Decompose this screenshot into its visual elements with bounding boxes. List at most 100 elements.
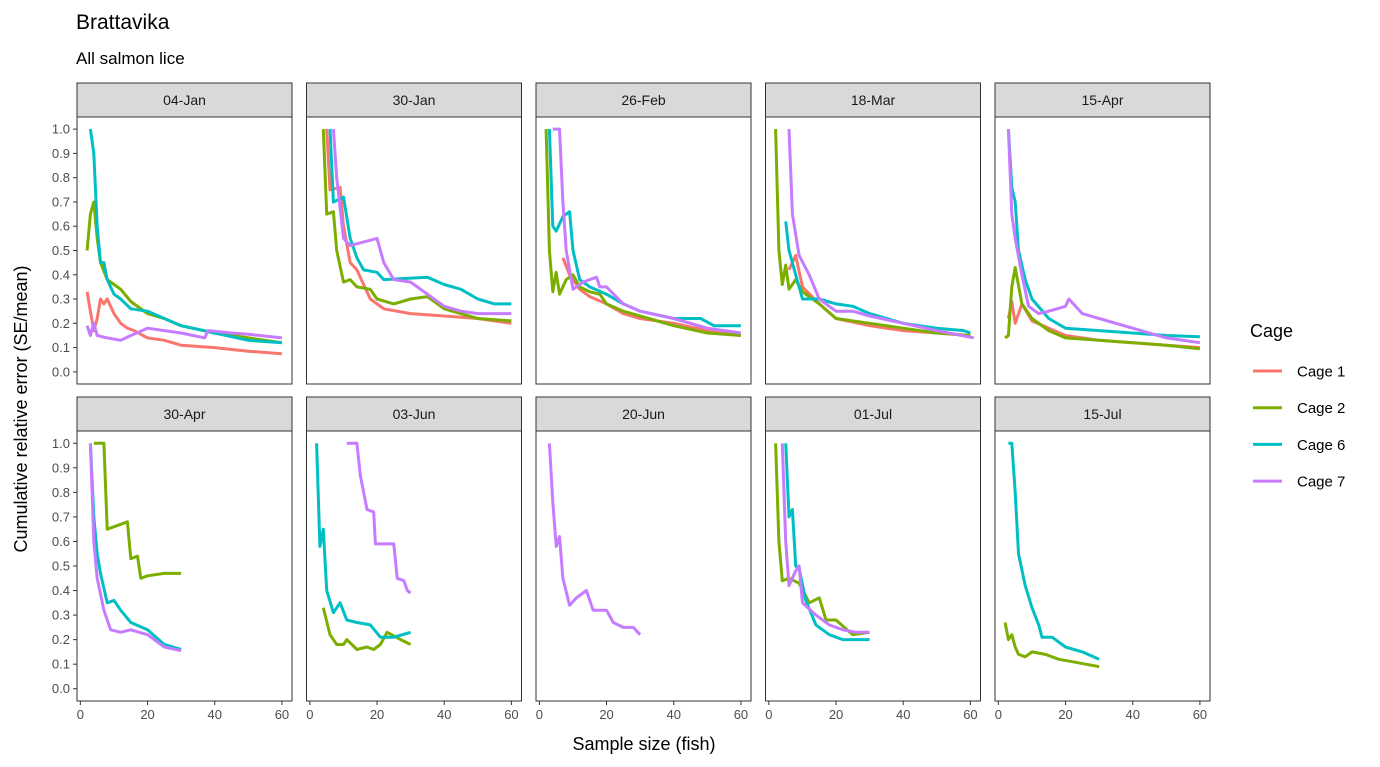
series-line-cage-7 [552, 127, 742, 335]
series-line-cage-6 [88, 128, 283, 345]
series-line-cage-2 [1003, 622, 1100, 669]
facet-strip-label: 26-Feb [621, 92, 666, 108]
x-tick-label: 60 [1193, 707, 1207, 722]
y-tick-label: 0.2 [52, 632, 70, 647]
legend: Cage 1 Cage 2 Cage 6 Cage 7 [1253, 364, 1345, 491]
y-tick-label: 0.4 [52, 583, 70, 598]
legend-label: Cage 1 [1297, 364, 1345, 381]
facet-strip-label: 03-Jun [393, 406, 436, 422]
series-line-cage-7 [85, 321, 283, 342]
x-tick-label: 60 [275, 707, 289, 722]
facet-panel-30-Jan: 30-Jan [306, 82, 522, 385]
facet-strip [76, 82, 293, 118]
legend-label: Cage 2 [1297, 400, 1345, 417]
y-tick-label: 0.3 [52, 608, 70, 623]
facet-panel-03-Jun: 03-Jun 0 20 40 60 [306, 396, 522, 722]
series-line-cage-2 [1004, 266, 1201, 351]
series-line-cage-6 [315, 443, 412, 639]
x-tick-label: 20 [370, 707, 384, 722]
facet-panel-15-Apr: 15-Apr [994, 82, 1211, 385]
x-tick-label: 20 [1058, 707, 1072, 722]
y-tick-label: 1.0 [52, 436, 70, 451]
series-line-cage-7 [547, 443, 642, 636]
panel-background [765, 116, 981, 385]
x-tick-label: 0 [306, 707, 313, 722]
facet-strip-label: 15-Jul [1083, 406, 1121, 422]
facet-strip [994, 82, 1211, 118]
legend-label: Cage 7 [1297, 474, 1345, 491]
series-line-cage-7 [88, 443, 182, 653]
x-tick-label: 40 [667, 707, 681, 722]
series-line-cage-7 [1006, 129, 1201, 345]
series-line-cage-7 [346, 441, 412, 595]
series-line-cage-2 [93, 441, 182, 580]
series-line-cage-6 [784, 443, 870, 642]
series-line-cage-2 [774, 129, 971, 337]
x-tick-label: 0 [765, 707, 772, 722]
chart-subtitle: All salmon lice [76, 49, 185, 68]
facet-strip-label: 04-Jan [163, 92, 206, 108]
facet-panel-04-Jan: 04-Jan 0.0 0.1 0.2 0.3 0.4 0.5 0.6 0.7 0.8 0.9 1.0 [52, 82, 293, 385]
legend-title: Cage [1250, 321, 1293, 341]
x-axis-label: Sample size (fish) [572, 734, 715, 754]
y-tick-label: 0.7 [52, 194, 70, 209]
facet-panel-20-Jun: 20-Jun 0 20 40 60 [535, 396, 752, 722]
y-tick-label: 0.2 [52, 316, 70, 331]
panel-background [76, 430, 293, 702]
facet-strip [535, 396, 752, 432]
x-tick-label: 0 [77, 707, 84, 722]
y-tick-label: 0.6 [52, 219, 70, 234]
panel-background [994, 116, 1211, 385]
panel-background [306, 430, 522, 702]
y-tick-label: 0.1 [52, 657, 70, 672]
chart-title: Brattavika [76, 11, 170, 34]
facet-panel-30-Apr: 30-Apr 0.0 0.1 0.2 0.3 0.4 0.5 0.6 0.7 0.8 0.9 1.0 0… [52, 396, 293, 722]
panel-background [306, 116, 522, 385]
panel-background [535, 116, 752, 385]
x-tick-label: 60 [963, 707, 977, 722]
x-tick-label: 40 [896, 707, 910, 722]
facet-strip [306, 396, 522, 432]
facet-strip [765, 82, 981, 118]
series-line-cage-6 [88, 443, 182, 651]
facet-strip [535, 82, 752, 118]
facet-panel-18-Mar: 18-Mar [765, 82, 981, 385]
facet-panel-15-Jul: 15-Jul 0 20 40 60 [994, 396, 1211, 722]
panel-background [535, 430, 752, 702]
facet-strip-label: 01-Jul [854, 406, 892, 422]
y-tick-label: 0.6 [52, 534, 70, 549]
facet-panel-01-Jul: 01-Jul 0 20 40 60 [765, 396, 981, 722]
y-tick-label: 0.1 [52, 340, 70, 355]
x-tick-label: 0 [995, 707, 1002, 722]
x-tick-label: 60 [734, 707, 748, 722]
y-tick-label: 0.9 [52, 460, 70, 475]
series-line-cage-6 [784, 221, 971, 335]
x-tick-label: 0 [536, 707, 543, 722]
series-line-cage-7 [331, 128, 512, 316]
y-tick-label: 0.0 [52, 364, 70, 379]
x-tick-label: 60 [504, 707, 518, 722]
x-tick-label: 20 [829, 707, 843, 722]
series-line-cage-6 [1006, 129, 1200, 339]
facet-strip-label: 18-Mar [851, 92, 896, 108]
y-tick-label: 0.5 [52, 243, 70, 258]
series-line-cage-6 [547, 129, 741, 328]
x-tick-label: 40 [1126, 707, 1140, 722]
x-tick-label: 20 [140, 707, 154, 722]
series-line-cage-1 [85, 291, 283, 356]
facet-strip-label: 15-Apr [1081, 92, 1123, 108]
y-tick-label: 0.9 [52, 146, 70, 161]
panel-background [994, 430, 1211, 702]
y-tick-label: 0.5 [52, 559, 70, 574]
facet-strip-label: 30-Apr [163, 406, 205, 422]
legend-label: Cage 6 [1297, 437, 1345, 454]
y-axis-label: Cumulative relative error (SE/mean) [11, 265, 31, 552]
y-tick-label: 1.0 [52, 122, 70, 137]
facet-strip [306, 82, 522, 118]
panel-background [765, 430, 981, 702]
facet-strip [765, 396, 981, 432]
x-tick-label: 40 [208, 707, 222, 722]
series-line-cage-6 [1008, 441, 1100, 661]
y-tick-label: 0.0 [52, 681, 70, 696]
